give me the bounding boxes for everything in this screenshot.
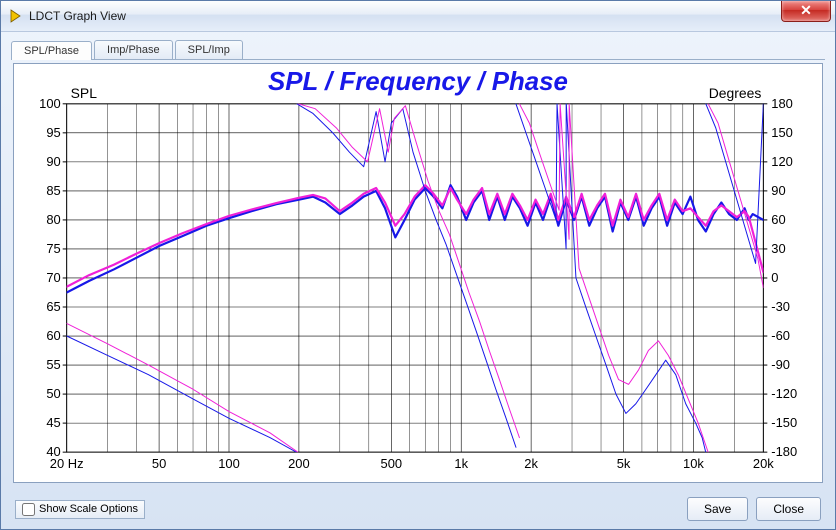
svg-text:75: 75	[46, 241, 60, 256]
svg-text:Degrees: Degrees	[709, 85, 762, 101]
svg-text:90: 90	[46, 154, 60, 169]
svg-text:SPL: SPL	[71, 85, 98, 101]
show-scale-options-label: Show Scale Options	[39, 503, 138, 515]
svg-text:180: 180	[771, 96, 793, 111]
svg-text:-30: -30	[771, 299, 790, 314]
svg-text:70: 70	[46, 270, 60, 285]
close-button[interactable]: ✕	[781, 1, 831, 22]
svg-text:45: 45	[46, 415, 60, 430]
svg-text:60: 60	[46, 328, 60, 343]
svg-text:100: 100	[39, 96, 61, 111]
svg-text:90: 90	[771, 183, 785, 198]
svg-text:-120: -120	[771, 386, 797, 401]
svg-text:1k: 1k	[454, 456, 468, 471]
tab-imp-phase[interactable]: Imp/Phase	[94, 40, 173, 59]
close-icon: ✕	[800, 2, 812, 18]
svg-text:SPL / Frequency / Phase: SPL / Frequency / Phase	[268, 68, 568, 96]
svg-text:50: 50	[46, 386, 60, 401]
svg-text:500: 500	[381, 456, 403, 471]
svg-text:150: 150	[771, 125, 793, 140]
window-root: LDCT Graph View ✕ SPL/Phase Imp/Phase SP…	[0, 0, 836, 530]
app-icon	[7, 8, 23, 24]
svg-text:65: 65	[46, 299, 60, 314]
tab-spl-phase[interactable]: SPL/Phase	[11, 41, 92, 60]
svg-text:50: 50	[152, 456, 166, 471]
svg-text:2k: 2k	[524, 456, 538, 471]
svg-text:-90: -90	[771, 357, 790, 372]
tab-strip: SPL/Phase Imp/Phase SPL/Imp	[11, 40, 825, 60]
svg-text:40: 40	[46, 444, 60, 459]
svg-text:55: 55	[46, 357, 60, 372]
footer: Show Scale Options Save Close	[1, 489, 835, 529]
svg-text:200: 200	[288, 456, 310, 471]
chart-panel: SPL / Frequency / PhaseSPLDegrees20 Hz50…	[13, 63, 823, 483]
window-title: LDCT Graph View	[29, 9, 126, 23]
svg-text:5k: 5k	[617, 456, 631, 471]
svg-text:80: 80	[46, 212, 60, 227]
close-dialog-button[interactable]: Close	[756, 497, 821, 521]
tab-spl-imp[interactable]: SPL/Imp	[175, 40, 243, 59]
svg-text:60: 60	[771, 212, 785, 227]
save-button[interactable]: Save	[687, 497, 748, 521]
show-scale-options-toggle[interactable]: Show Scale Options	[15, 500, 145, 519]
svg-text:100: 100	[218, 456, 240, 471]
svg-text:120: 120	[771, 154, 793, 169]
show-scale-options-checkbox[interactable]	[22, 503, 35, 516]
svg-text:85: 85	[46, 183, 60, 198]
svg-text:30: 30	[771, 241, 785, 256]
svg-text:-180: -180	[771, 444, 797, 459]
svg-text:-60: -60	[771, 328, 790, 343]
svg-text:10k: 10k	[683, 456, 704, 471]
svg-text:-150: -150	[771, 415, 797, 430]
titlebar: LDCT Graph View ✕	[1, 1, 835, 32]
svg-text:95: 95	[46, 125, 60, 140]
svg-text:0: 0	[771, 270, 778, 285]
